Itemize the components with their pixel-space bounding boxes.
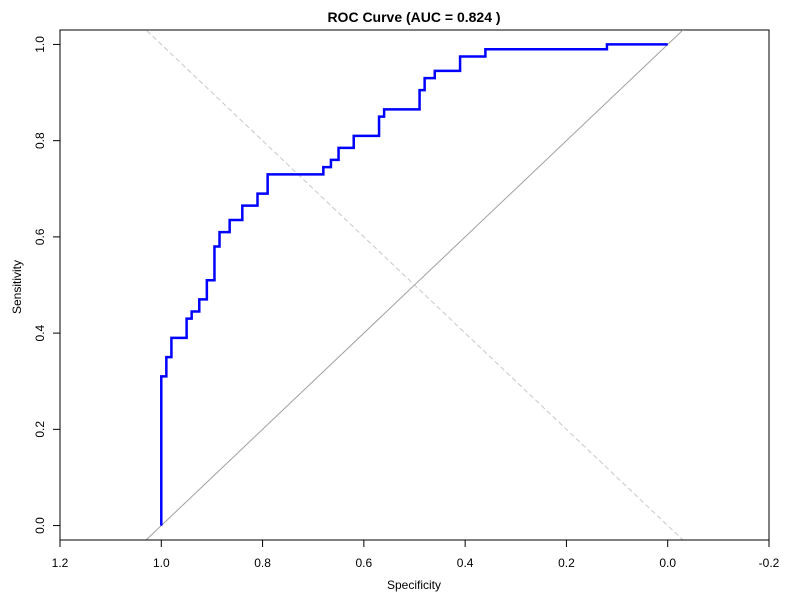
x-tick-label: 0.0 [659,556,676,570]
chart-title: ROC Curve (AUC = 0.824 ) [327,9,500,25]
x-tick-label: 1.0 [153,556,170,570]
y-tick-label: 0.4 [33,324,47,341]
y-tick-label: 1.0 [33,36,47,53]
y-axis: 0.0 0.2 0.4 0.6 0.8 1.0 [33,36,61,534]
x-tick-label: 0.4 [457,556,474,570]
y-tick-label: 0.0 [33,517,47,534]
x-tick-label: 1.2 [52,556,69,570]
x-tick-label: 0.2 [558,556,575,570]
inverse-diagonal-line [145,30,684,540]
x-tick-label: 0.8 [254,556,271,570]
x-axis-label: Specificity [387,578,441,592]
y-tick-label: 0.6 [33,228,47,245]
roc-curve-line [160,43,668,526]
y-axis-label: Sensitivity [10,260,24,314]
x-tick-label: -0.2 [759,556,780,570]
y-tick-label: 0.8 [33,132,47,149]
y-tick-label: 0.2 [33,421,47,438]
x-tick-label: 0.6 [356,556,373,570]
plot-layer [145,30,684,540]
x-axis: 1.2 1.0 0.8 0.6 0.4 0.2 0.0 -0.2 [52,539,780,570]
